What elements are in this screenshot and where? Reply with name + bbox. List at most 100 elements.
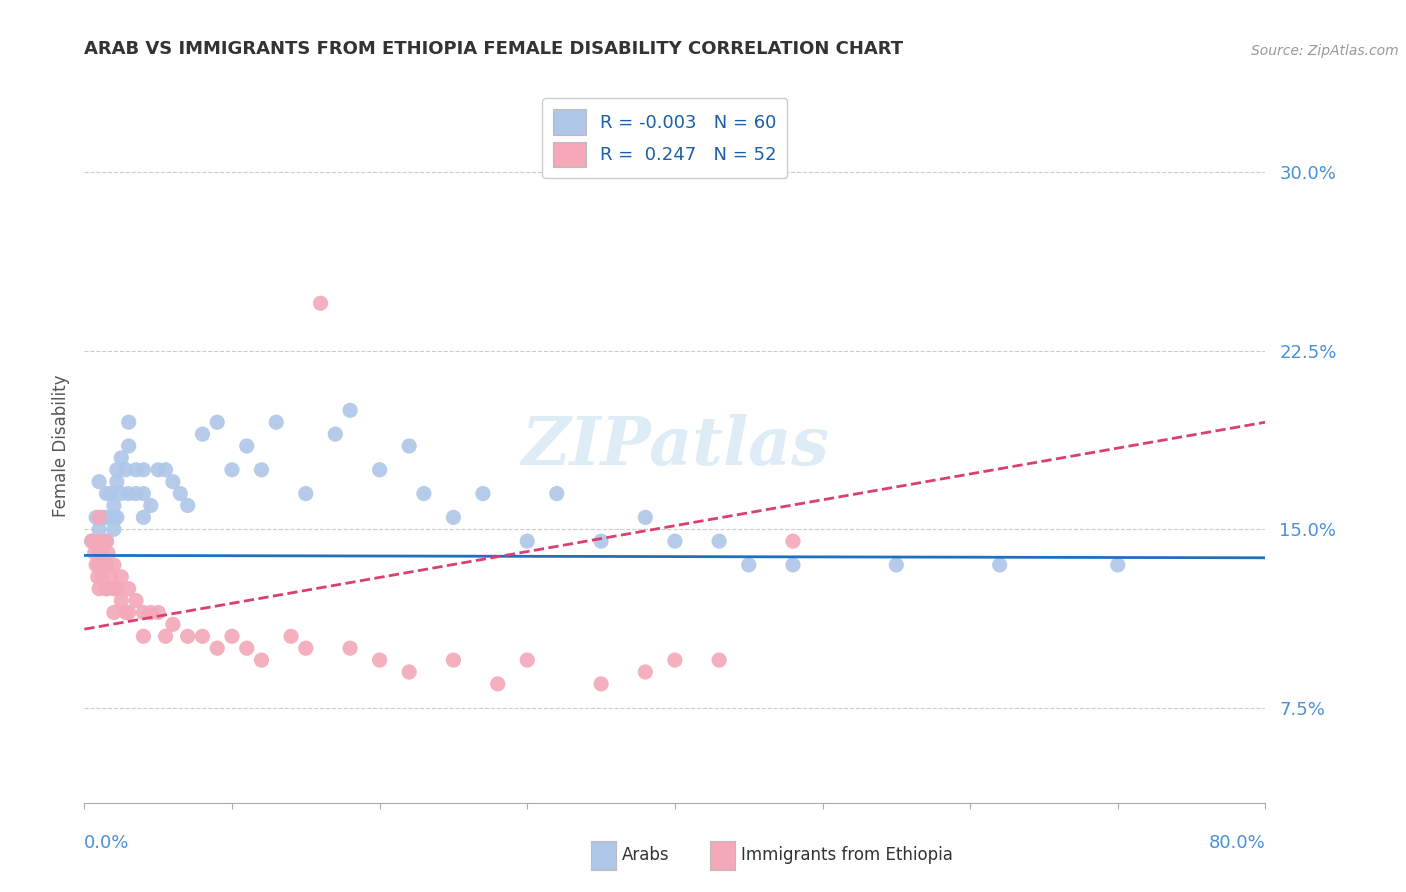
Point — [118, 415, 141, 429]
Y-axis label: Female Disability: Female Disability — [52, 375, 70, 517]
Point — [125, 593, 148, 607]
Point — [250, 463, 273, 477]
Point — [103, 606, 125, 620]
Point — [105, 510, 128, 524]
Point — [738, 558, 761, 572]
Point — [84, 558, 107, 572]
Point — [83, 546, 105, 560]
Point — [103, 499, 125, 513]
Point — [205, 415, 228, 429]
Point — [139, 606, 162, 620]
Text: Immigrants from Ethiopia: Immigrants from Ethiopia — [741, 847, 953, 864]
Point — [280, 629, 302, 643]
Point — [398, 439, 420, 453]
Point — [87, 582, 111, 596]
Text: ZIPatlas: ZIPatlas — [522, 414, 828, 478]
Point — [97, 546, 120, 560]
Point — [87, 546, 111, 560]
Text: ARAB VS IMMIGRANTS FROM ETHIOPIA FEMALE DISABILITY CORRELATION CHART: ARAB VS IMMIGRANTS FROM ETHIOPIA FEMALE … — [84, 40, 904, 58]
Point — [118, 486, 141, 500]
Point — [86, 570, 108, 584]
Point — [441, 510, 464, 524]
Point — [125, 463, 148, 477]
Point — [96, 558, 118, 572]
Point — [205, 641, 228, 656]
Point — [125, 486, 148, 500]
Point — [110, 570, 132, 584]
Point — [264, 415, 288, 429]
Point — [516, 653, 538, 667]
Point — [155, 629, 177, 643]
Point — [235, 439, 259, 453]
Point — [368, 463, 391, 477]
Point — [105, 463, 128, 477]
Point — [664, 653, 686, 667]
Point — [114, 463, 136, 477]
Point — [413, 486, 436, 500]
Point — [988, 558, 1011, 572]
Point — [664, 534, 686, 549]
Point — [96, 486, 118, 500]
Point — [486, 677, 509, 691]
Point — [96, 582, 118, 596]
Point — [339, 641, 361, 656]
Point — [295, 486, 318, 500]
Point — [886, 558, 908, 572]
Point — [709, 653, 731, 667]
Point — [591, 534, 613, 549]
Point — [114, 606, 136, 620]
Point — [162, 475, 184, 489]
Point — [96, 582, 118, 596]
Point — [235, 641, 259, 656]
Point — [295, 641, 318, 656]
Point — [221, 629, 243, 643]
Point — [87, 510, 111, 524]
Point — [250, 653, 273, 667]
Point — [148, 463, 170, 477]
Point — [84, 510, 107, 524]
Point — [132, 606, 155, 620]
Text: 80.0%: 80.0% — [1209, 834, 1265, 852]
Point — [634, 665, 657, 679]
Point — [169, 486, 191, 500]
Point — [634, 510, 657, 524]
Point — [339, 403, 361, 417]
Point — [118, 606, 141, 620]
Point — [87, 475, 111, 489]
Legend: R = -0.003   N = 60, R =  0.247   N = 52: R = -0.003 N = 60, R = 0.247 N = 52 — [543, 98, 787, 178]
Point — [472, 486, 495, 500]
Point — [441, 653, 464, 667]
Point — [191, 629, 214, 643]
Point — [177, 629, 200, 643]
Point — [80, 534, 103, 549]
Point — [87, 534, 111, 549]
Point — [96, 534, 118, 549]
Point — [516, 534, 538, 549]
Point — [110, 450, 132, 465]
Point — [94, 558, 117, 572]
Point — [323, 427, 347, 442]
Point — [132, 629, 155, 643]
Point — [100, 486, 122, 500]
Point — [782, 534, 804, 549]
Point — [118, 439, 141, 453]
Point — [87, 522, 111, 536]
Text: Arabs: Arabs — [621, 847, 669, 864]
Point — [162, 617, 184, 632]
Point — [132, 510, 155, 524]
Point — [221, 463, 243, 477]
Point — [1107, 558, 1129, 572]
Point — [91, 570, 114, 584]
Point — [591, 677, 613, 691]
Point — [148, 606, 170, 620]
Point — [139, 499, 162, 513]
Point — [87, 558, 111, 572]
Point — [118, 582, 141, 596]
Point — [80, 534, 103, 549]
Point — [91, 510, 114, 524]
Point — [132, 463, 155, 477]
Point — [96, 510, 118, 524]
Point — [105, 582, 128, 596]
Text: 0.0%: 0.0% — [84, 834, 129, 852]
Point — [100, 570, 122, 584]
